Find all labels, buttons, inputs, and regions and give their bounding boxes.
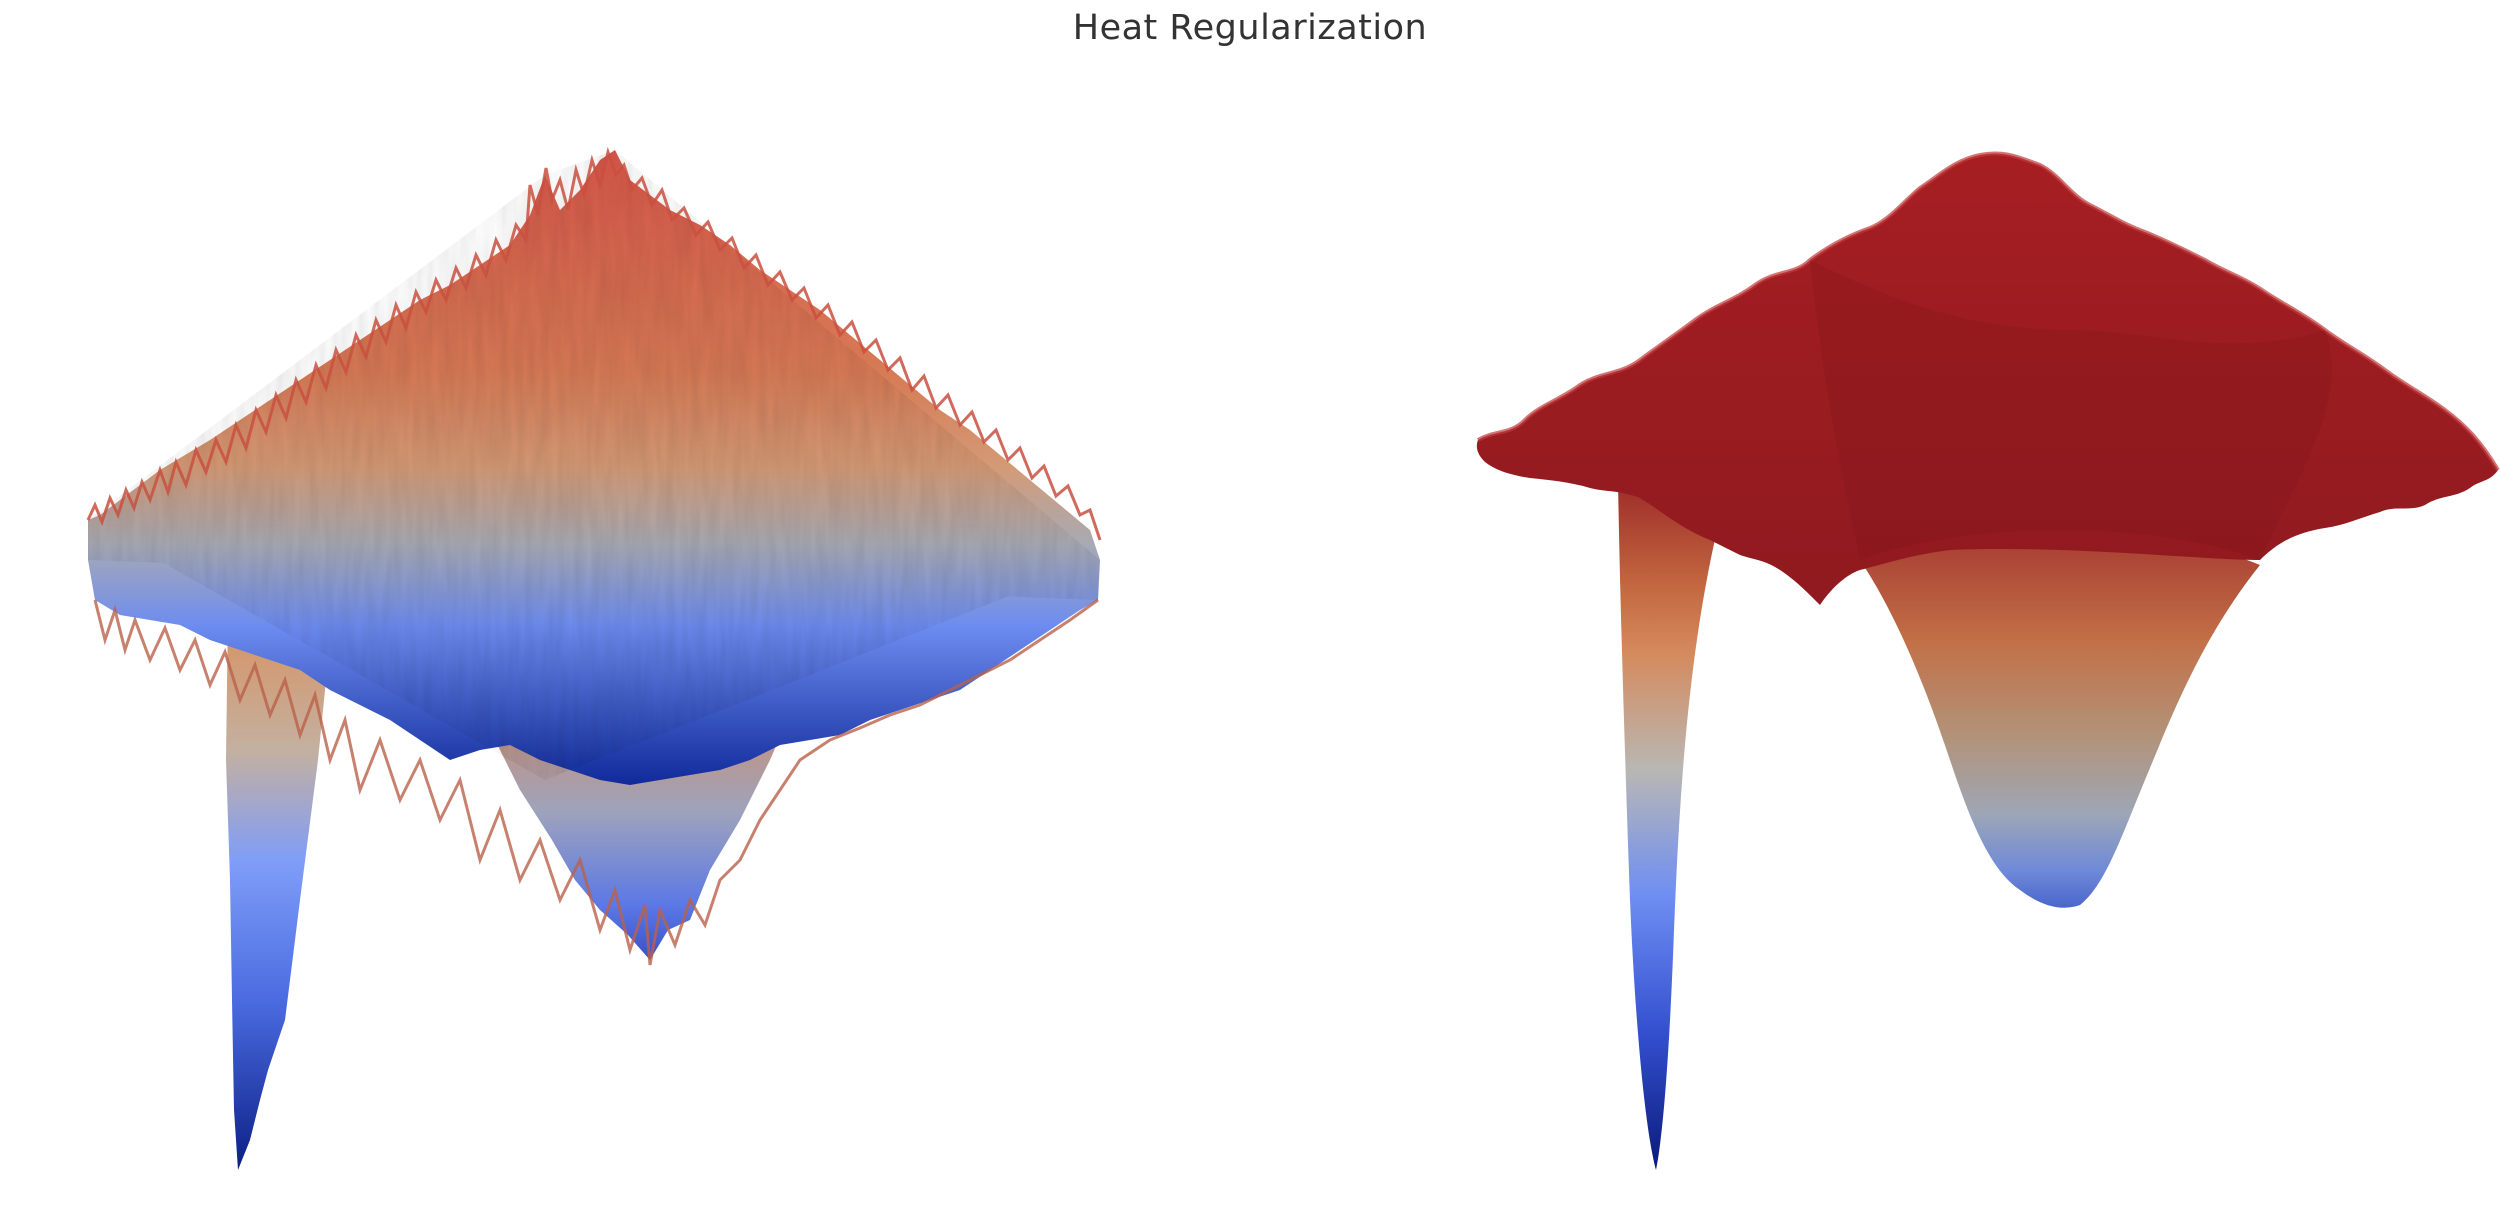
noisy-texture [88,150,1100,780]
figure-title: Heat Regularization [1072,8,1428,48]
smooth-plateau-shading [1810,260,2332,560]
noisy-surface-plot [86,146,1102,1170]
smooth-surface-svg [1476,151,2500,1170]
noisy-deep-well [226,610,330,1170]
noisy-surface-svg [86,146,1102,1170]
smooth-surface-plot [1250,0,2500,1208]
smooth-plateau [1476,153,2498,605]
noisy-ridge-spikes [86,146,1102,541]
smooth-deep-well [1618,480,1730,1170]
noisy-lower-edge-spikes [93,598,1099,966]
smooth-bowl [1860,530,2260,908]
smooth-rim-highlight [1476,151,2500,472]
